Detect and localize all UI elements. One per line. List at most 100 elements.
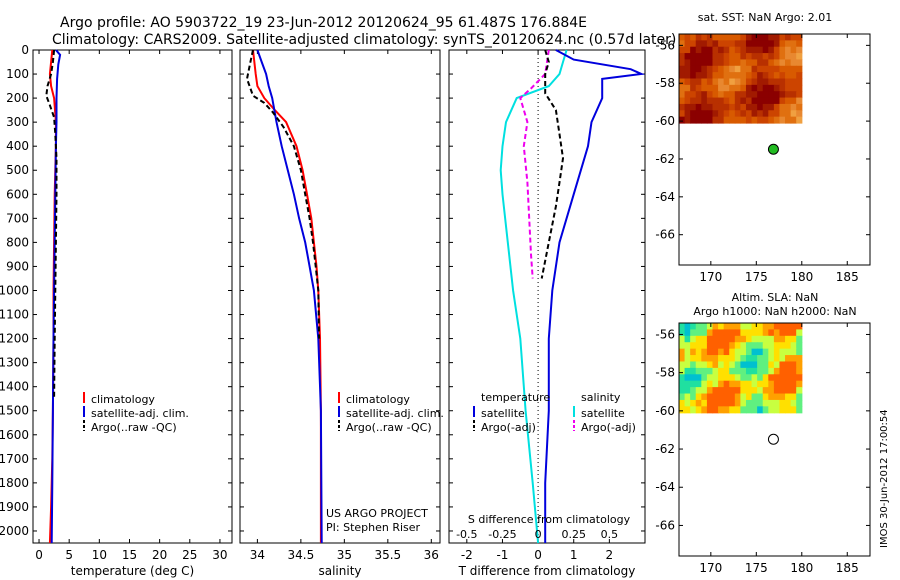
heatmap-cell bbox=[757, 116, 764, 124]
heatmap-cell bbox=[790, 91, 797, 99]
heatmap-cell bbox=[712, 53, 719, 61]
x-tick-label: 185 bbox=[836, 561, 859, 575]
title-line2: Climatology: CARS2009. Satellite-adjuste… bbox=[52, 32, 676, 48]
heatmap-cell bbox=[796, 380, 803, 388]
heatmap-cell bbox=[706, 78, 714, 86]
heatmap-cell bbox=[706, 406, 714, 414]
x-tick-label: 5 bbox=[65, 548, 73, 562]
heatmap-cell bbox=[729, 110, 736, 118]
heatmap-cell bbox=[684, 116, 691, 124]
heatmap-cell bbox=[790, 65, 797, 73]
heatmap-cell bbox=[679, 91, 686, 99]
heatmap-cell bbox=[690, 374, 697, 382]
heatmap-cell bbox=[701, 72, 708, 80]
map-frame bbox=[678, 33, 871, 266]
heatmap-cell bbox=[740, 374, 747, 382]
heatmap-cell bbox=[679, 97, 686, 105]
heatmap-cell bbox=[796, 361, 803, 369]
heatmap-cell bbox=[734, 361, 741, 369]
heatmap-cell bbox=[679, 329, 686, 337]
y-tick-label: 1900 bbox=[0, 500, 29, 514]
heatmap-cell bbox=[762, 53, 769, 61]
heatmap-cell bbox=[779, 46, 786, 54]
heatmap-cell bbox=[684, 393, 691, 401]
heatmap-cell bbox=[729, 329, 736, 337]
heatmap-cell bbox=[751, 65, 758, 73]
heatmap-cell bbox=[757, 59, 764, 67]
heatmap-cell bbox=[768, 329, 775, 337]
heatmap-cell bbox=[723, 65, 730, 73]
heatmap-cell bbox=[790, 399, 797, 407]
heatmap-cell bbox=[773, 34, 781, 41]
heatmap-cell bbox=[745, 40, 753, 48]
heatmap-cell bbox=[729, 65, 736, 73]
heatmap-cell bbox=[706, 355, 714, 363]
heatmap-cell bbox=[679, 323, 686, 331]
heatmap-cell bbox=[723, 116, 730, 124]
heatmap-cell bbox=[690, 380, 697, 388]
heatmap-cell bbox=[712, 329, 719, 337]
heatmap-cell bbox=[785, 399, 792, 407]
heatmap-cell bbox=[757, 97, 764, 105]
heatmap-cell bbox=[679, 374, 686, 382]
heatmap-cell bbox=[785, 116, 792, 124]
heatmap-cell bbox=[690, 367, 697, 375]
heatmap-cell bbox=[695, 323, 702, 331]
heatmap-cell bbox=[690, 78, 697, 86]
heatmap-cell bbox=[718, 387, 725, 395]
temperature-panel: 0100200300400500600700800900100011001200… bbox=[0, 43, 233, 578]
heatmap-cell bbox=[785, 103, 792, 111]
heatmap-cell bbox=[751, 387, 758, 395]
heatmap-cell bbox=[679, 46, 686, 54]
series-line bbox=[544, 49, 646, 543]
heatmap-cell bbox=[790, 72, 797, 80]
heatmap-cell bbox=[751, 406, 758, 414]
heatmap-cell bbox=[768, 406, 775, 414]
legend-label: Argo(-adj) bbox=[581, 421, 636, 434]
salinity-panel: 34 34.5 35 35.5 36 salinity climatologysatelli… bbox=[239, 49, 444, 578]
heatmap-cell bbox=[706, 72, 714, 80]
heatmap-cell bbox=[684, 65, 691, 73]
legend-label: satellite bbox=[481, 407, 525, 420]
heatmap-cell bbox=[779, 348, 786, 356]
heatmap-cell bbox=[712, 367, 719, 375]
heatmap-cell bbox=[768, 91, 775, 99]
heatmap-cell bbox=[790, 97, 797, 105]
heatmap-cell bbox=[773, 361, 781, 369]
heatmap-cell bbox=[768, 342, 775, 350]
heatmap-cell bbox=[740, 103, 747, 111]
heatmap-cell bbox=[751, 380, 758, 388]
x-tick-label: 35.5 bbox=[374, 548, 401, 562]
heatmap-cell bbox=[679, 406, 686, 414]
heatmap-cell bbox=[723, 78, 730, 86]
heatmap-cell bbox=[729, 335, 736, 343]
heatmap-cell bbox=[745, 65, 753, 73]
heatmap-cell bbox=[785, 72, 792, 80]
heatmap-cell bbox=[718, 65, 725, 73]
heatmap-cell bbox=[701, 116, 708, 124]
heatmap-cell bbox=[762, 110, 769, 118]
heatmap-cell bbox=[773, 335, 781, 343]
y-tick-label: -60 bbox=[655, 404, 675, 418]
heatmap-cell bbox=[712, 406, 719, 414]
heatmap-cell bbox=[740, 53, 747, 61]
heatmap-cell bbox=[684, 387, 691, 395]
heatmap-cell bbox=[734, 335, 741, 343]
heatmap-cell bbox=[718, 110, 725, 118]
heatmap-cell bbox=[785, 40, 792, 48]
heatmap-cell bbox=[768, 110, 775, 118]
heatmap-cell bbox=[701, 78, 708, 86]
heatmap-cell bbox=[790, 40, 797, 48]
heatmap-cell bbox=[740, 361, 747, 369]
heatmap-cell bbox=[684, 53, 691, 61]
heatmap-cell bbox=[768, 348, 775, 356]
heatmap-cell bbox=[757, 406, 764, 414]
heatmap-cell bbox=[684, 361, 691, 369]
y-tick-label: 100 bbox=[6, 67, 29, 81]
y-tick-label: 200 bbox=[6, 91, 29, 105]
x-tick-label: -2 bbox=[461, 548, 473, 562]
y-tick-label: 1500 bbox=[0, 404, 29, 418]
y-tick-label: -56 bbox=[655, 38, 675, 52]
heatmap-cell bbox=[690, 406, 697, 414]
heatmap-cell bbox=[695, 116, 702, 124]
